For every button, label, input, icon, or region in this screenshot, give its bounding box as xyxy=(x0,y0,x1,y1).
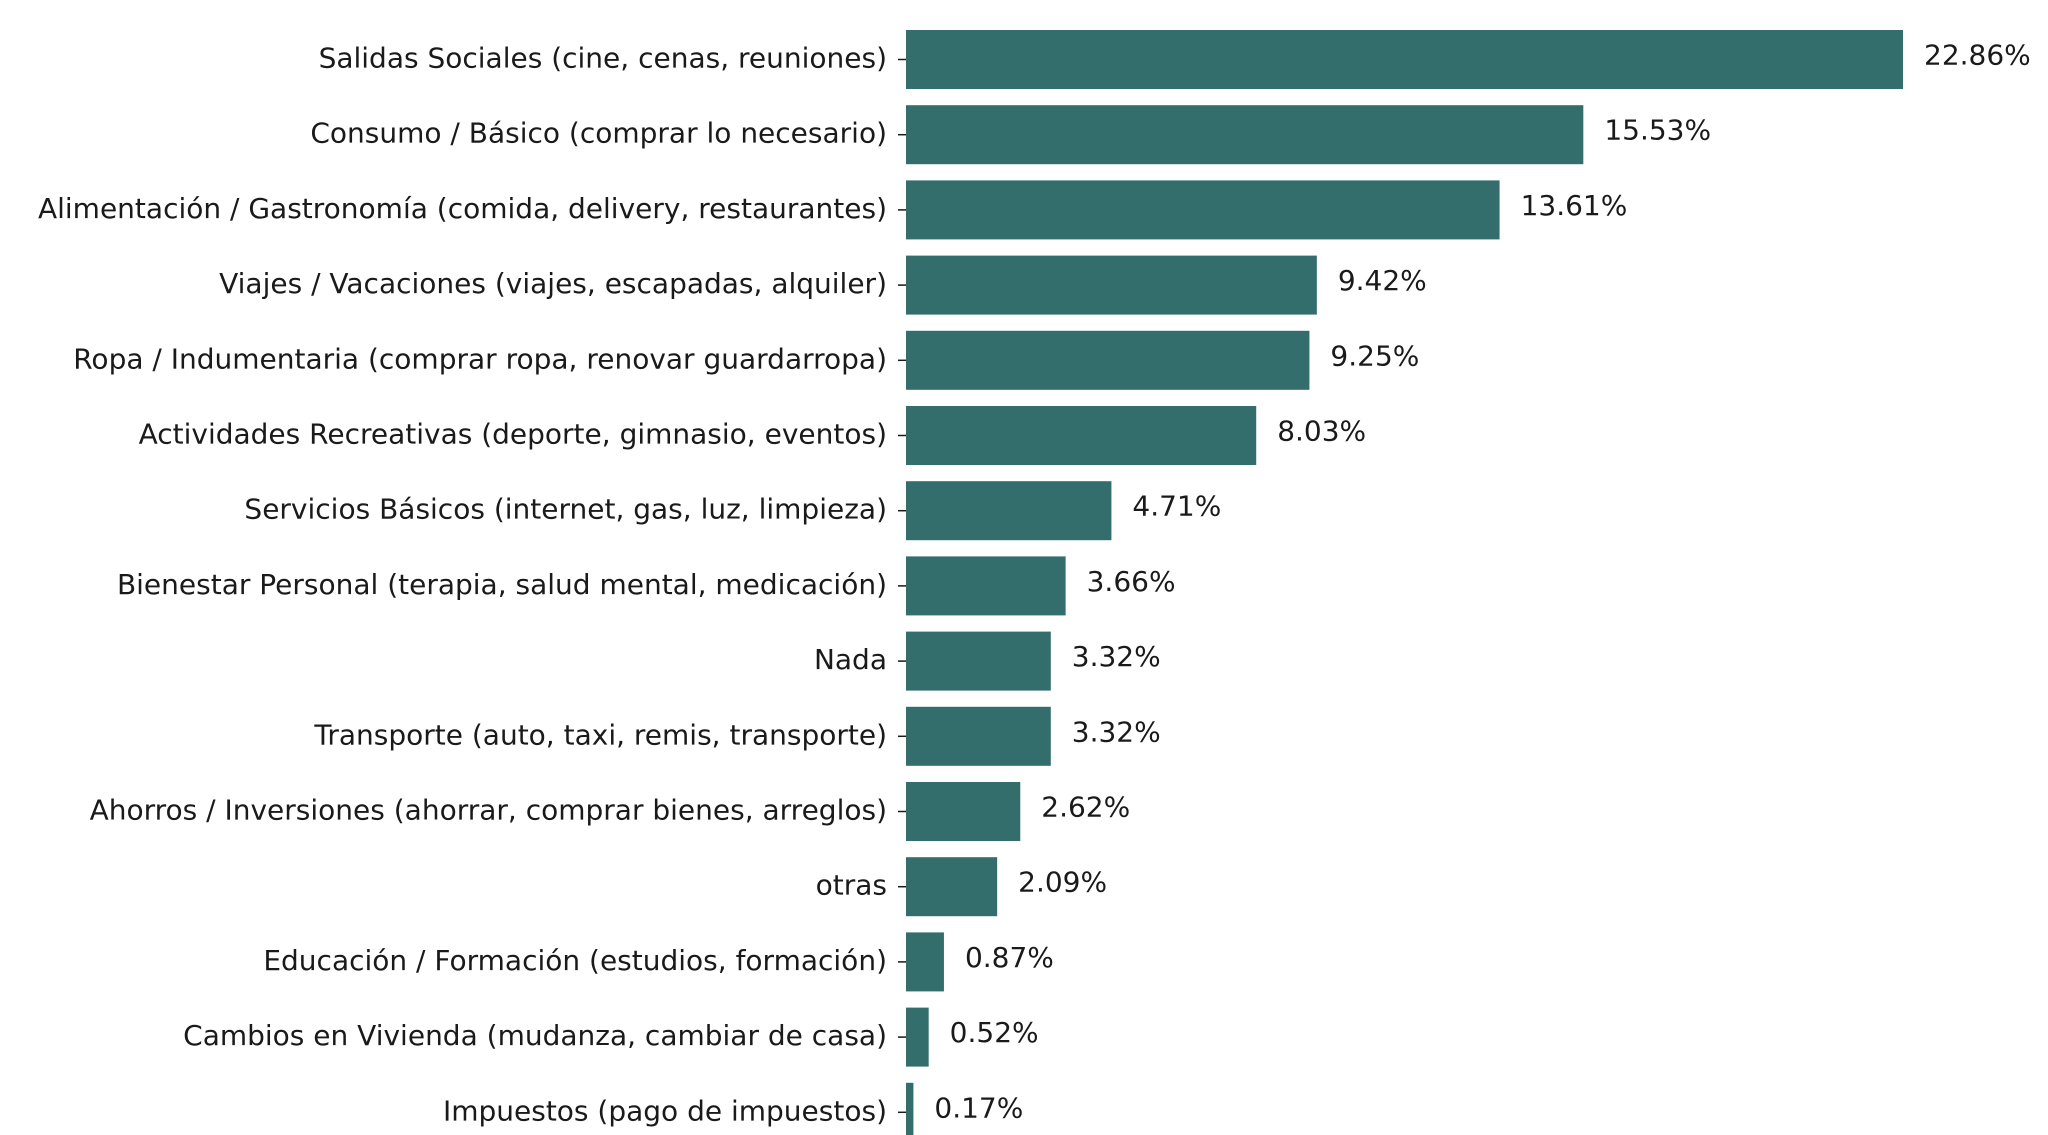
category-label: Ahorros / Inversiones (ahorrar, comprar … xyxy=(90,794,887,827)
value-label: 9.42% xyxy=(1338,264,1427,297)
bar xyxy=(906,255,1317,315)
y-axis-ticks xyxy=(898,58,906,1114)
value-labels: 22.86% 15.53% 13.61% 9.42% 9.25% 8.03% 4.71% 3.… xyxy=(934,39,2030,1125)
bar xyxy=(906,1082,914,1135)
value-label: 9.25% xyxy=(1330,339,1419,372)
bar xyxy=(906,180,1500,240)
bar xyxy=(906,932,944,992)
category-label: Ropa / Indumentaria (comprar ropa, renov… xyxy=(73,342,887,375)
bar xyxy=(906,706,1051,766)
bar xyxy=(906,631,1051,691)
bar xyxy=(906,782,1021,841)
category-label: Bienestar Personal (terapia, salud menta… xyxy=(117,568,887,601)
category-label: Actividades Recreativas (deporte, gimnas… xyxy=(139,418,887,451)
bar xyxy=(906,30,1903,89)
value-label: 0.52% xyxy=(950,1016,1039,1049)
value-label: 2.62% xyxy=(1041,791,1130,824)
value-label: 3.32% xyxy=(1072,640,1161,673)
value-label: 4.71% xyxy=(1132,490,1221,523)
bar xyxy=(906,406,1257,465)
bar xyxy=(906,330,1310,390)
category-label: Servicios Básicos (internet, gas, luz, l… xyxy=(244,493,887,526)
category-label: Impuestos (pago de impuestos) xyxy=(443,1094,887,1127)
bar xyxy=(906,1007,929,1067)
category-label: Nada xyxy=(814,643,887,676)
value-label: 2.09% xyxy=(1018,866,1107,899)
value-label: 0.17% xyxy=(934,1091,1023,1124)
category-label: Educación / Formación (estudios, formaci… xyxy=(263,944,887,977)
category-label: Transporte (auto, taxi, remis, transport… xyxy=(313,718,887,751)
category-label: otras xyxy=(816,869,887,902)
category-labels: Salidas Sociales (cine, cenas, reuniones… xyxy=(38,42,887,1128)
bars-group xyxy=(906,30,1903,1135)
category-label: Consumo / Básico (comprar lo necesario) xyxy=(310,117,887,150)
bar xyxy=(906,481,1112,541)
value-label: 3.32% xyxy=(1072,715,1161,748)
bar xyxy=(906,556,1066,616)
value-label: 22.86% xyxy=(1924,39,2031,72)
category-label: Viajes / Vacaciones (viajes, escapadas, … xyxy=(219,267,887,300)
category-label: Alimentación / Gastronomía (comida, deli… xyxy=(38,192,887,225)
category-label: Salidas Sociales (cine, cenas, reuniones… xyxy=(319,42,887,75)
category-label: Cambios en Vivienda (mudanza, cambiar de… xyxy=(183,1019,887,1052)
bar xyxy=(906,857,998,917)
value-label: 13.61% xyxy=(1521,189,1628,222)
value-label: 8.03% xyxy=(1277,415,1366,448)
value-label: 3.66% xyxy=(1087,565,1176,598)
value-label: 0.87% xyxy=(965,941,1054,974)
bar xyxy=(906,105,1584,165)
value-label: 15.53% xyxy=(1604,114,1711,147)
